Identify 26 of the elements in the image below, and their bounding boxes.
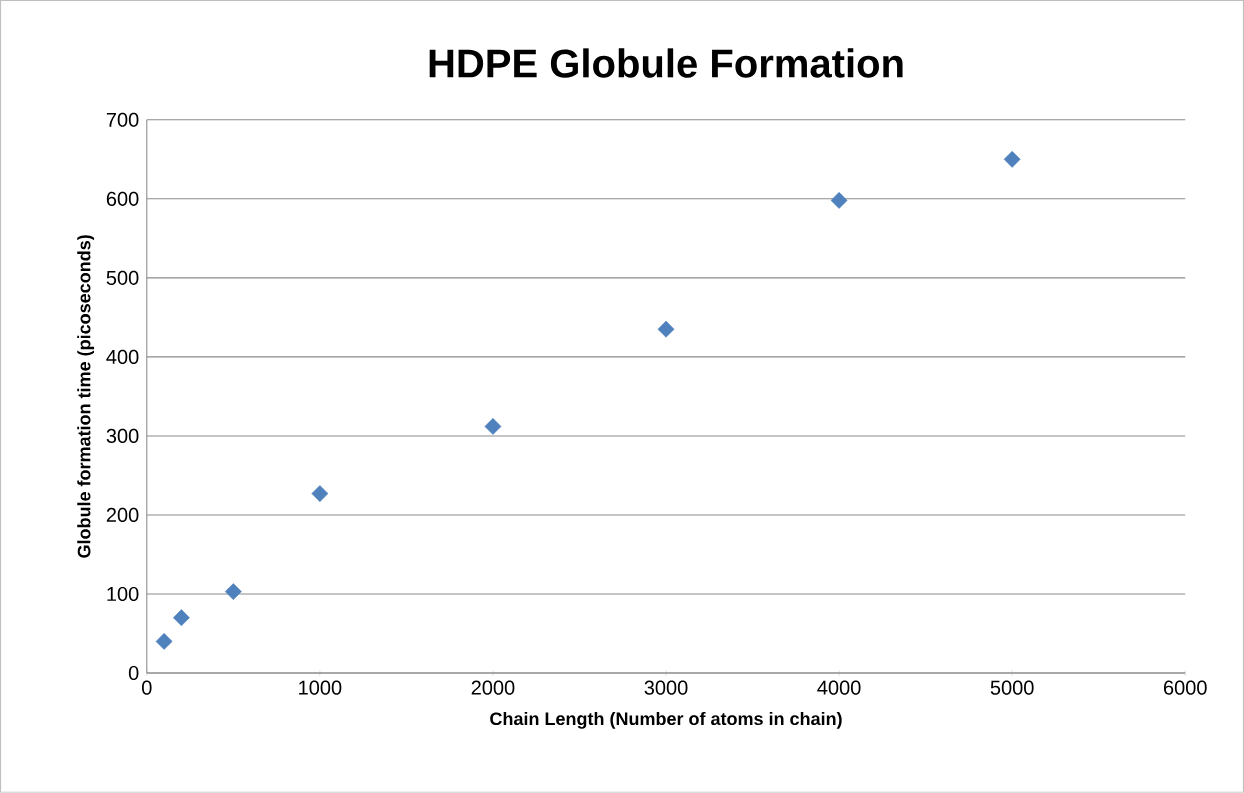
point bbox=[224, 583, 242, 601]
point bbox=[1003, 151, 1021, 168]
x-tick-label: 6000 bbox=[1164, 680, 1207, 695]
y-tick-label: 500 bbox=[106, 270, 139, 286]
y-tick-label: 400 bbox=[106, 349, 139, 365]
point bbox=[311, 485, 329, 503]
x-tick-label: 3000 bbox=[644, 680, 688, 695]
y-tick-label: 300 bbox=[106, 428, 139, 444]
y-tick-label: 600 bbox=[106, 191, 139, 206]
x-tick-label: 4000 bbox=[817, 680, 861, 695]
chart-title: HDPE Globule Formation bbox=[429, 48, 903, 78]
y-tick-label: 700 bbox=[106, 112, 139, 127]
point bbox=[173, 609, 190, 627]
x-tick-label: 2000 bbox=[471, 680, 515, 695]
point bbox=[830, 192, 848, 209]
y-tick-label: 100 bbox=[107, 586, 139, 602]
x-tick-label: 5000 bbox=[990, 680, 1034, 695]
x-axis-title: Chain Length (Number of atoms in chain) bbox=[490, 711, 842, 729]
x-tick-label: 0 bbox=[142, 680, 152, 695]
y-tick-label: 0 bbox=[128, 666, 139, 681]
y-axis-title: Globule formation time (picoseconds) bbox=[77, 235, 95, 558]
y-tick-label: 200 bbox=[106, 507, 139, 523]
point bbox=[484, 418, 502, 435]
x-tick-label: 1000 bbox=[299, 680, 342, 695]
point bbox=[657, 320, 675, 338]
point bbox=[155, 633, 173, 650]
